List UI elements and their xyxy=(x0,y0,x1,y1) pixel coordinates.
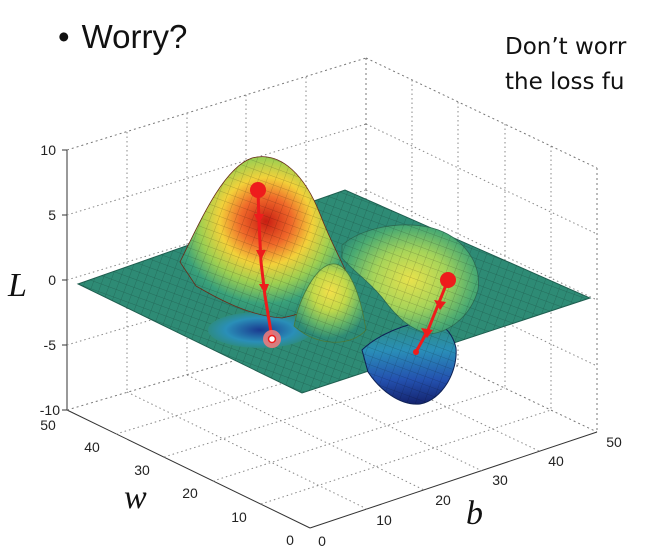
z-tick-label: -10 xyxy=(40,402,60,418)
bullet-heading: • Worry? xyxy=(58,18,187,56)
start-point-marker xyxy=(250,182,266,198)
z-tick-label: 5 xyxy=(48,207,56,223)
minimum-point-marker xyxy=(267,334,277,344)
start-point-marker xyxy=(440,272,456,288)
arrow-icon xyxy=(256,250,266,260)
w-tick-label: 30 xyxy=(134,462,150,478)
w-tick-label: 20 xyxy=(182,485,198,501)
arrow-icon xyxy=(259,284,269,294)
arrow-icon xyxy=(254,214,264,224)
w-tick-label: 50 xyxy=(40,417,56,433)
z-axis-label: L xyxy=(7,267,27,304)
b-tick-label: 0 xyxy=(318,533,326,549)
plot-box xyxy=(66,57,598,529)
w-axis: 50 40 30 20 10 0 w xyxy=(40,417,294,548)
bullet-text: Worry? xyxy=(81,18,188,55)
side-note-line-1: Don’t worr xyxy=(505,34,627,60)
w-tick-label: 10 xyxy=(231,509,247,525)
end-point-marker xyxy=(413,349,419,355)
b-axis-label: b xyxy=(466,495,483,532)
z-tick-label: 0 xyxy=(48,272,56,288)
bullet-dot: • xyxy=(58,18,70,55)
b-tick-label: 50 xyxy=(606,434,622,450)
loss-surface xyxy=(76,156,592,405)
b-tick-label: 40 xyxy=(548,453,564,469)
z-axis: 10 5 0 -5 -10 L xyxy=(7,142,67,418)
side-note-line-2: the loss fu xyxy=(505,69,625,95)
w-tick-label: 0 xyxy=(286,532,294,548)
b-tick-label: 10 xyxy=(376,512,392,528)
z-tick-label: -5 xyxy=(44,337,57,353)
descent-path-left xyxy=(250,182,281,348)
descent-path-right xyxy=(413,272,456,355)
arrow-icon xyxy=(434,300,446,310)
pit-surface xyxy=(208,312,312,348)
w-axis-label: w xyxy=(124,479,147,516)
b-axis: 0 10 20 30 40 50 b xyxy=(318,434,622,549)
b-tick-label: 20 xyxy=(435,492,451,508)
b-tick-label: 30 xyxy=(492,472,508,488)
side-note: Don’t worr the loss fu xyxy=(505,30,646,100)
arrow-icon xyxy=(421,328,433,338)
z-tick-label: 10 xyxy=(40,142,56,158)
w-tick-label: 40 xyxy=(84,439,100,455)
